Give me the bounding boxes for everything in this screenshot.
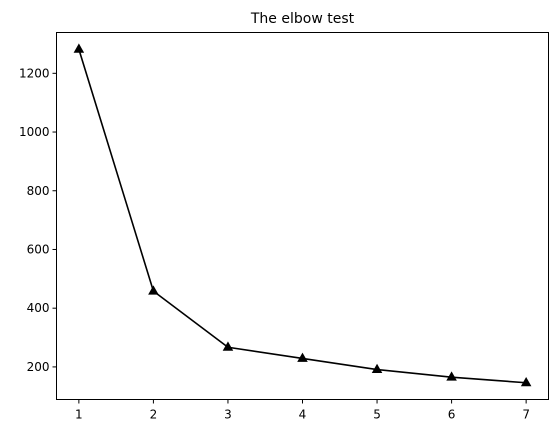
y-tick-label: 600 [27, 242, 50, 256]
data-point-marker [148, 285, 159, 295]
series-line [78, 48, 527, 384]
series-layer [73, 43, 532, 387]
data-point-marker [520, 376, 532, 387]
x-axis: 1 2 3 4 5 6 7 [75, 399, 530, 422]
y-tick-label: 200 [27, 360, 50, 374]
chart-title: The elbow test [250, 11, 355, 27]
y-tick-label: 1200 [19, 66, 50, 80]
data-point-marker [446, 371, 457, 381]
y-tick-label: 400 [27, 301, 50, 315]
x-tick-label: 3 [224, 408, 232, 422]
y-tick-label: 1000 [19, 125, 50, 139]
x-tick-label: 7 [522, 408, 530, 422]
x-tick-label: 4 [299, 408, 307, 422]
data-point-marker [371, 363, 383, 374]
data-point-marker [297, 352, 308, 362]
data-point-marker [222, 341, 234, 351]
x-tick-label: 2 [150, 408, 158, 422]
x-tick-label: 1 [75, 408, 83, 422]
y-tick-label: 800 [27, 184, 50, 198]
x-tick-label: 6 [448, 408, 456, 422]
x-tick-label: 5 [373, 408, 381, 422]
data-point-marker [73, 43, 85, 53]
y-axis: 200 400 600 800 1000 1200 [19, 66, 57, 374]
